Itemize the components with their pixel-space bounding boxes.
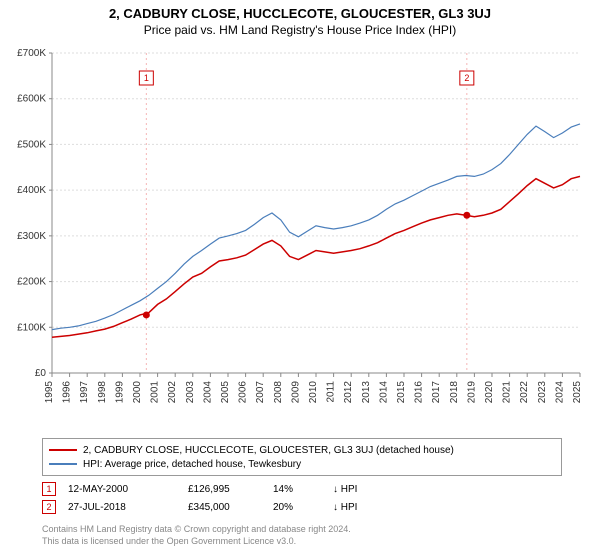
svg-text:2010: 2010	[308, 381, 319, 404]
svg-text:2015: 2015	[396, 381, 407, 404]
svg-text:2008: 2008	[273, 381, 284, 404]
svg-text:2007: 2007	[255, 381, 266, 404]
svg-text:2005: 2005	[220, 381, 231, 404]
svg-text:2017: 2017	[431, 381, 442, 404]
transaction-row: 2 27-JUL-2018£345,00020%↓ HPI	[42, 498, 357, 516]
svg-text:2022: 2022	[519, 381, 530, 404]
svg-text:2019: 2019	[466, 381, 477, 404]
transaction-date: 12-MAY-2000	[68, 484, 188, 495]
svg-text:2020: 2020	[484, 381, 495, 404]
attribution: Contains HM Land Registry data © Crown c…	[42, 524, 351, 547]
svg-text:2018: 2018	[449, 381, 460, 404]
svg-text:1997: 1997	[79, 381, 90, 404]
chart-container: 2, CADBURY CLOSE, HUCCLECOTE, GLOUCESTER…	[0, 0, 600, 560]
svg-text:2003: 2003	[185, 381, 196, 404]
svg-text:£300K: £300K	[17, 231, 46, 242]
transactions-table: 1 12-MAY-2000£126,99514%↓ HPI 2 27-JUL-2018…	[42, 480, 357, 516]
legend-row: HPI: Average price, detached house, Tewk…	[49, 457, 555, 471]
svg-text:£400K: £400K	[17, 185, 46, 196]
svg-text:2025: 2025	[572, 381, 583, 404]
svg-text:£200K: £200K	[17, 277, 46, 288]
transaction-marker: 2	[42, 500, 56, 514]
chart-title: 2, CADBURY CLOSE, HUCCLECOTE, GLOUCESTER…	[0, 0, 600, 21]
svg-text:2024: 2024	[554, 381, 565, 404]
legend-row: 2, CADBURY CLOSE, HUCCLECOTE, GLOUCESTER…	[49, 443, 555, 457]
svg-text:2013: 2013	[361, 381, 372, 404]
svg-text:2001: 2001	[150, 381, 161, 404]
svg-text:2012: 2012	[343, 381, 354, 404]
svg-text:2000: 2000	[132, 381, 143, 404]
transaction-price: £345,000	[188, 502, 273, 513]
legend-label: HPI: Average price, detached house, Tewk…	[83, 459, 301, 470]
svg-text:2021: 2021	[502, 381, 513, 404]
chart-svg: £0 £100K £200K £300K £400K £500K £600K £700K 199…	[0, 43, 600, 433]
transaction-diff-pct: 14%	[273, 484, 333, 495]
svg-text:2002: 2002	[167, 381, 178, 404]
legend-swatch	[49, 449, 77, 451]
svg-text:2006: 2006	[238, 381, 249, 404]
svg-text:2011: 2011	[326, 381, 337, 403]
legend-box: 2, CADBURY CLOSE, HUCCLECOTE, GLOUCESTER…	[42, 438, 562, 476]
legend-label: 2, CADBURY CLOSE, HUCCLECOTE, GLOUCESTER…	[83, 445, 454, 456]
transaction-diff-ref: ↓ HPI	[333, 502, 357, 513]
transaction-row: 1 12-MAY-2000£126,99514%↓ HPI	[42, 480, 357, 498]
svg-text:2: 2	[464, 73, 469, 83]
svg-text:£100K: £100K	[17, 322, 46, 333]
attribution-line2: This data is licensed under the Open Gov…	[42, 536, 351, 548]
svg-text:2014: 2014	[378, 381, 389, 404]
chart-subtitle: Price paid vs. HM Land Registry's House …	[0, 21, 600, 43]
svg-text:2009: 2009	[290, 381, 301, 404]
chart-plot-area: £0 £100K £200K £300K £400K £500K £600K £700K 199…	[0, 43, 600, 433]
svg-text:1998: 1998	[97, 381, 108, 404]
svg-text:1999: 1999	[114, 381, 125, 404]
svg-text:£0: £0	[35, 368, 47, 379]
transaction-marker: 1	[42, 482, 56, 496]
svg-text:1995: 1995	[44, 381, 55, 404]
svg-text:2023: 2023	[537, 381, 548, 404]
legend-swatch	[49, 463, 77, 465]
svg-text:2004: 2004	[202, 381, 213, 404]
svg-text:£600K: £600K	[17, 94, 46, 105]
svg-text:1996: 1996	[62, 381, 73, 404]
svg-text:2016: 2016	[414, 381, 425, 404]
transaction-date: 27-JUL-2018	[68, 502, 188, 513]
svg-text:£500K: £500K	[17, 139, 46, 150]
transaction-diff-pct: 20%	[273, 502, 333, 513]
transaction-diff-ref: ↓ HPI	[333, 484, 357, 495]
transaction-price: £126,995	[188, 484, 273, 495]
attribution-line1: Contains HM Land Registry data © Crown c…	[42, 524, 351, 536]
svg-text:1: 1	[144, 73, 149, 83]
svg-text:£700K: £700K	[17, 48, 46, 59]
